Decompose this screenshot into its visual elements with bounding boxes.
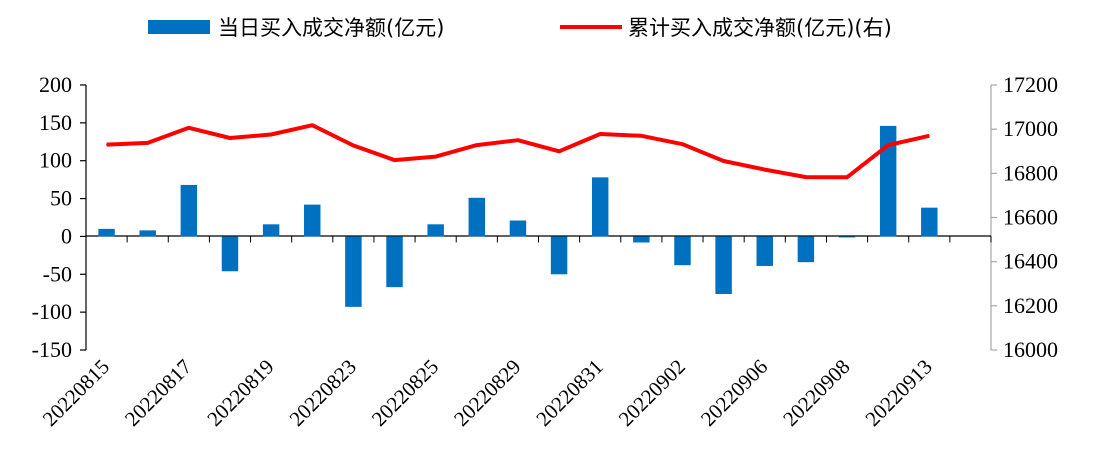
line-point xyxy=(188,127,190,129)
left-y-tick-label: 50 xyxy=(50,186,72,211)
x-tick-label: 20220908 xyxy=(778,355,854,431)
bar-20220902 xyxy=(674,236,691,266)
x-tick-label: 20220817 xyxy=(120,355,196,431)
bar-20220818 xyxy=(221,236,239,272)
legend-bar-swatch xyxy=(148,20,210,34)
bar-20220819 xyxy=(262,224,280,237)
bar-series xyxy=(98,125,938,307)
right-y-ticks: 17200 17000 16800 16600 16400 16200 16000 xyxy=(991,72,1058,362)
left-y-tick-label: -100 xyxy=(32,299,72,324)
line-point xyxy=(147,142,149,144)
x-tick-label: 20220819 xyxy=(202,355,278,431)
bar-20220826 xyxy=(468,197,486,237)
bar-20220908 xyxy=(838,236,856,238)
line-point xyxy=(517,139,519,141)
x-tick-label: 20220902 xyxy=(614,355,690,431)
left-y-tick-label: 150 xyxy=(39,110,72,135)
line-point xyxy=(270,133,272,135)
legend-line-label: 累计买入成交净额(亿元)(右) xyxy=(628,16,892,40)
x-tick-label: 20220823 xyxy=(285,355,361,431)
x-tick-label: 20220829 xyxy=(449,355,525,431)
line-point xyxy=(723,160,725,162)
bar-20220905 xyxy=(715,236,732,294)
x-tick-label: 20220906 xyxy=(696,355,772,431)
x-tick-label: 20220815 xyxy=(38,355,114,431)
axes xyxy=(85,85,992,350)
left-y-tick-label: 0 xyxy=(61,223,72,248)
right-y-tick-label: 16000 xyxy=(1003,337,1058,362)
left-y-tick-label: 200 xyxy=(39,72,72,97)
left-y-tick-label: 100 xyxy=(39,148,72,173)
line-point xyxy=(352,145,354,147)
left-y-tick-label: -150 xyxy=(32,337,72,362)
bar-20220909 xyxy=(879,125,897,237)
legend: 当日买入成交净额(亿元) 累计买入成交净额(亿元)(右) xyxy=(148,16,892,40)
right-y-tick-label: 16400 xyxy=(1003,249,1058,274)
bar-20220825 xyxy=(427,224,444,237)
line-point xyxy=(887,144,889,146)
legend-bar-label: 当日买入成交净额(亿元) xyxy=(218,16,444,40)
bar-20220901 xyxy=(633,236,650,243)
bar-20220815 xyxy=(98,228,115,237)
bar-20220824 xyxy=(386,236,403,288)
x-ticks: 20220815 20220817 20220819 20220823 20220825… xyxy=(38,236,992,431)
line-point xyxy=(928,135,930,137)
line-point xyxy=(764,169,766,171)
bar-20220817 xyxy=(180,184,198,237)
bar-20220822 xyxy=(304,204,321,237)
right-y-tick-label: 16200 xyxy=(1003,293,1058,318)
bar-20220823 xyxy=(345,236,362,307)
line-series xyxy=(106,123,930,180)
left-y-tick-label: -50 xyxy=(43,261,72,286)
bar-20220906 xyxy=(756,236,773,266)
line-point xyxy=(558,150,560,152)
bar-20220830 xyxy=(550,236,568,275)
line-point xyxy=(846,176,848,178)
line-point xyxy=(394,159,396,161)
line-point xyxy=(311,124,313,126)
bar-20220829 xyxy=(509,220,527,237)
line-point xyxy=(229,137,231,139)
line-point xyxy=(681,143,683,145)
bar-20220816 xyxy=(139,230,156,237)
x-tick-label: 20220913 xyxy=(860,355,936,431)
bar-20220831 xyxy=(591,177,609,237)
line-point xyxy=(640,135,642,137)
line-point xyxy=(805,176,807,178)
x-tick-label: 20220825 xyxy=(367,355,443,431)
x-tick-label: 20220831 xyxy=(531,355,607,431)
right-y-tick-label: 16800 xyxy=(1003,160,1058,185)
cumulative-line xyxy=(106,123,930,180)
bar-20220913 xyxy=(921,207,938,237)
line-point xyxy=(599,133,601,135)
line-point xyxy=(106,144,108,146)
bar-20220907 xyxy=(797,236,815,263)
left-y-ticks: 200 150 100 50 0 -50 -100 -150 xyxy=(32,72,86,362)
right-y-tick-label: 17000 xyxy=(1003,116,1058,141)
line-point xyxy=(476,144,478,146)
right-y-tick-label: 17200 xyxy=(1003,72,1058,97)
right-y-tick-label: 16600 xyxy=(1003,205,1058,230)
line-point xyxy=(435,156,437,158)
